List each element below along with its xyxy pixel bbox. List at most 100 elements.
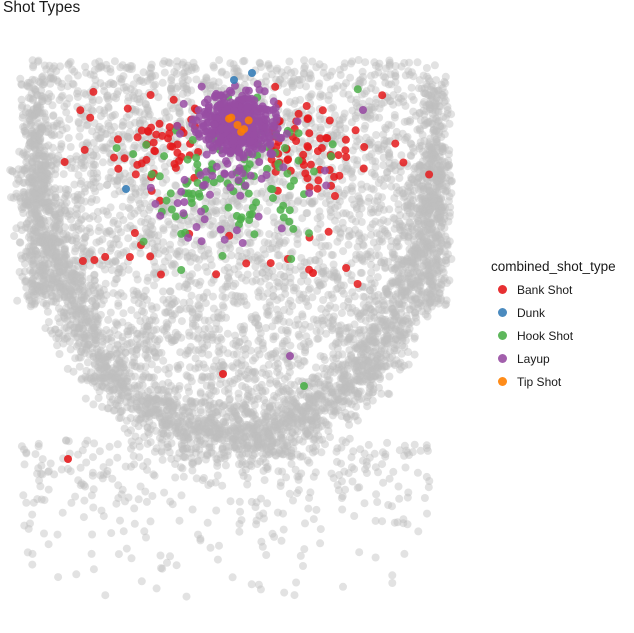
background-point bbox=[228, 291, 236, 300]
background-point bbox=[124, 382, 133, 391]
background-point bbox=[107, 380, 116, 389]
background-point bbox=[74, 171, 83, 180]
background-point bbox=[255, 443, 264, 451]
background-point bbox=[328, 326, 337, 335]
background-point bbox=[62, 189, 71, 198]
background-point bbox=[321, 241, 330, 250]
background-point bbox=[395, 327, 403, 335]
background-point bbox=[263, 499, 272, 508]
background-point bbox=[137, 217, 146, 226]
background-point bbox=[227, 251, 236, 260]
background-point bbox=[396, 316, 405, 325]
background-point bbox=[403, 260, 412, 269]
background-point bbox=[403, 204, 412, 213]
background-point bbox=[142, 497, 151, 506]
background-point bbox=[172, 561, 181, 570]
background-point bbox=[135, 453, 144, 462]
background-point bbox=[351, 375, 360, 384]
background-point bbox=[267, 353, 276, 362]
background-point bbox=[374, 468, 382, 477]
background-point bbox=[38, 125, 47, 134]
background-point bbox=[388, 279, 397, 288]
background-point bbox=[44, 540, 53, 549]
background-point bbox=[366, 136, 374, 145]
background-point bbox=[75, 132, 84, 141]
background-point bbox=[224, 198, 233, 206]
background-point bbox=[207, 379, 216, 388]
background-point bbox=[124, 265, 133, 274]
background-point bbox=[37, 198, 46, 207]
background-point bbox=[430, 101, 439, 110]
background-point bbox=[127, 306, 136, 315]
background-point bbox=[339, 89, 348, 98]
background-point bbox=[299, 562, 307, 570]
background-point bbox=[235, 202, 244, 211]
background-point bbox=[411, 262, 420, 270]
background-point bbox=[422, 64, 431, 72]
background-point bbox=[294, 402, 303, 411]
background-point bbox=[350, 512, 359, 520]
background-point bbox=[127, 212, 135, 221]
background-point bbox=[286, 341, 295, 350]
background-point bbox=[409, 225, 417, 234]
background-point bbox=[355, 328, 363, 337]
background-point bbox=[84, 340, 93, 349]
background-point bbox=[78, 446, 87, 455]
background-point bbox=[293, 235, 302, 244]
background-point bbox=[291, 284, 300, 293]
background-point bbox=[315, 207, 324, 216]
background-point bbox=[165, 59, 174, 68]
background-point bbox=[180, 283, 189, 291]
background-point bbox=[32, 196, 41, 205]
background-point bbox=[405, 183, 414, 192]
background-point bbox=[342, 209, 350, 218]
background-point bbox=[360, 499, 369, 508]
background-point bbox=[184, 383, 192, 392]
background-point bbox=[139, 92, 148, 101]
background-point bbox=[71, 276, 80, 284]
background-point bbox=[296, 390, 305, 399]
background-point bbox=[290, 381, 299, 389]
background-points bbox=[6, 56, 456, 601]
background-point bbox=[336, 229, 345, 238]
background-point bbox=[34, 137, 43, 146]
background-point bbox=[195, 445, 204, 454]
background-point bbox=[108, 474, 117, 483]
background-point bbox=[181, 444, 190, 453]
background-point bbox=[164, 398, 173, 407]
background-point bbox=[125, 339, 134, 348]
background-point bbox=[422, 441, 431, 450]
background-point bbox=[39, 186, 48, 194]
background-point bbox=[28, 136, 37, 145]
background-point bbox=[229, 60, 238, 69]
background-point bbox=[319, 280, 328, 289]
background-point bbox=[49, 241, 58, 250]
background-point bbox=[235, 520, 244, 528]
background-point bbox=[311, 409, 319, 418]
background-point bbox=[378, 193, 386, 202]
background-point bbox=[417, 290, 426, 299]
background-point bbox=[217, 68, 226, 77]
background-point bbox=[174, 418, 183, 427]
background-point bbox=[119, 309, 128, 318]
background-point bbox=[189, 421, 198, 430]
background-point bbox=[281, 236, 290, 245]
background-point bbox=[35, 282, 44, 291]
background-point bbox=[287, 459, 296, 468]
background-point bbox=[89, 565, 98, 574]
background-point bbox=[90, 439, 99, 448]
background-point bbox=[356, 445, 365, 454]
background-point bbox=[232, 427, 241, 436]
background-point bbox=[29, 287, 38, 296]
background-point bbox=[423, 306, 432, 315]
background-point bbox=[258, 187, 267, 196]
background-point bbox=[134, 291, 143, 300]
background-point bbox=[239, 439, 247, 448]
background-point bbox=[21, 200, 30, 209]
background-point bbox=[71, 231, 80, 240]
background-point bbox=[243, 270, 252, 279]
background-point bbox=[208, 403, 217, 412]
background-point bbox=[91, 333, 100, 342]
background-point bbox=[276, 312, 285, 321]
background-point bbox=[433, 210, 442, 219]
